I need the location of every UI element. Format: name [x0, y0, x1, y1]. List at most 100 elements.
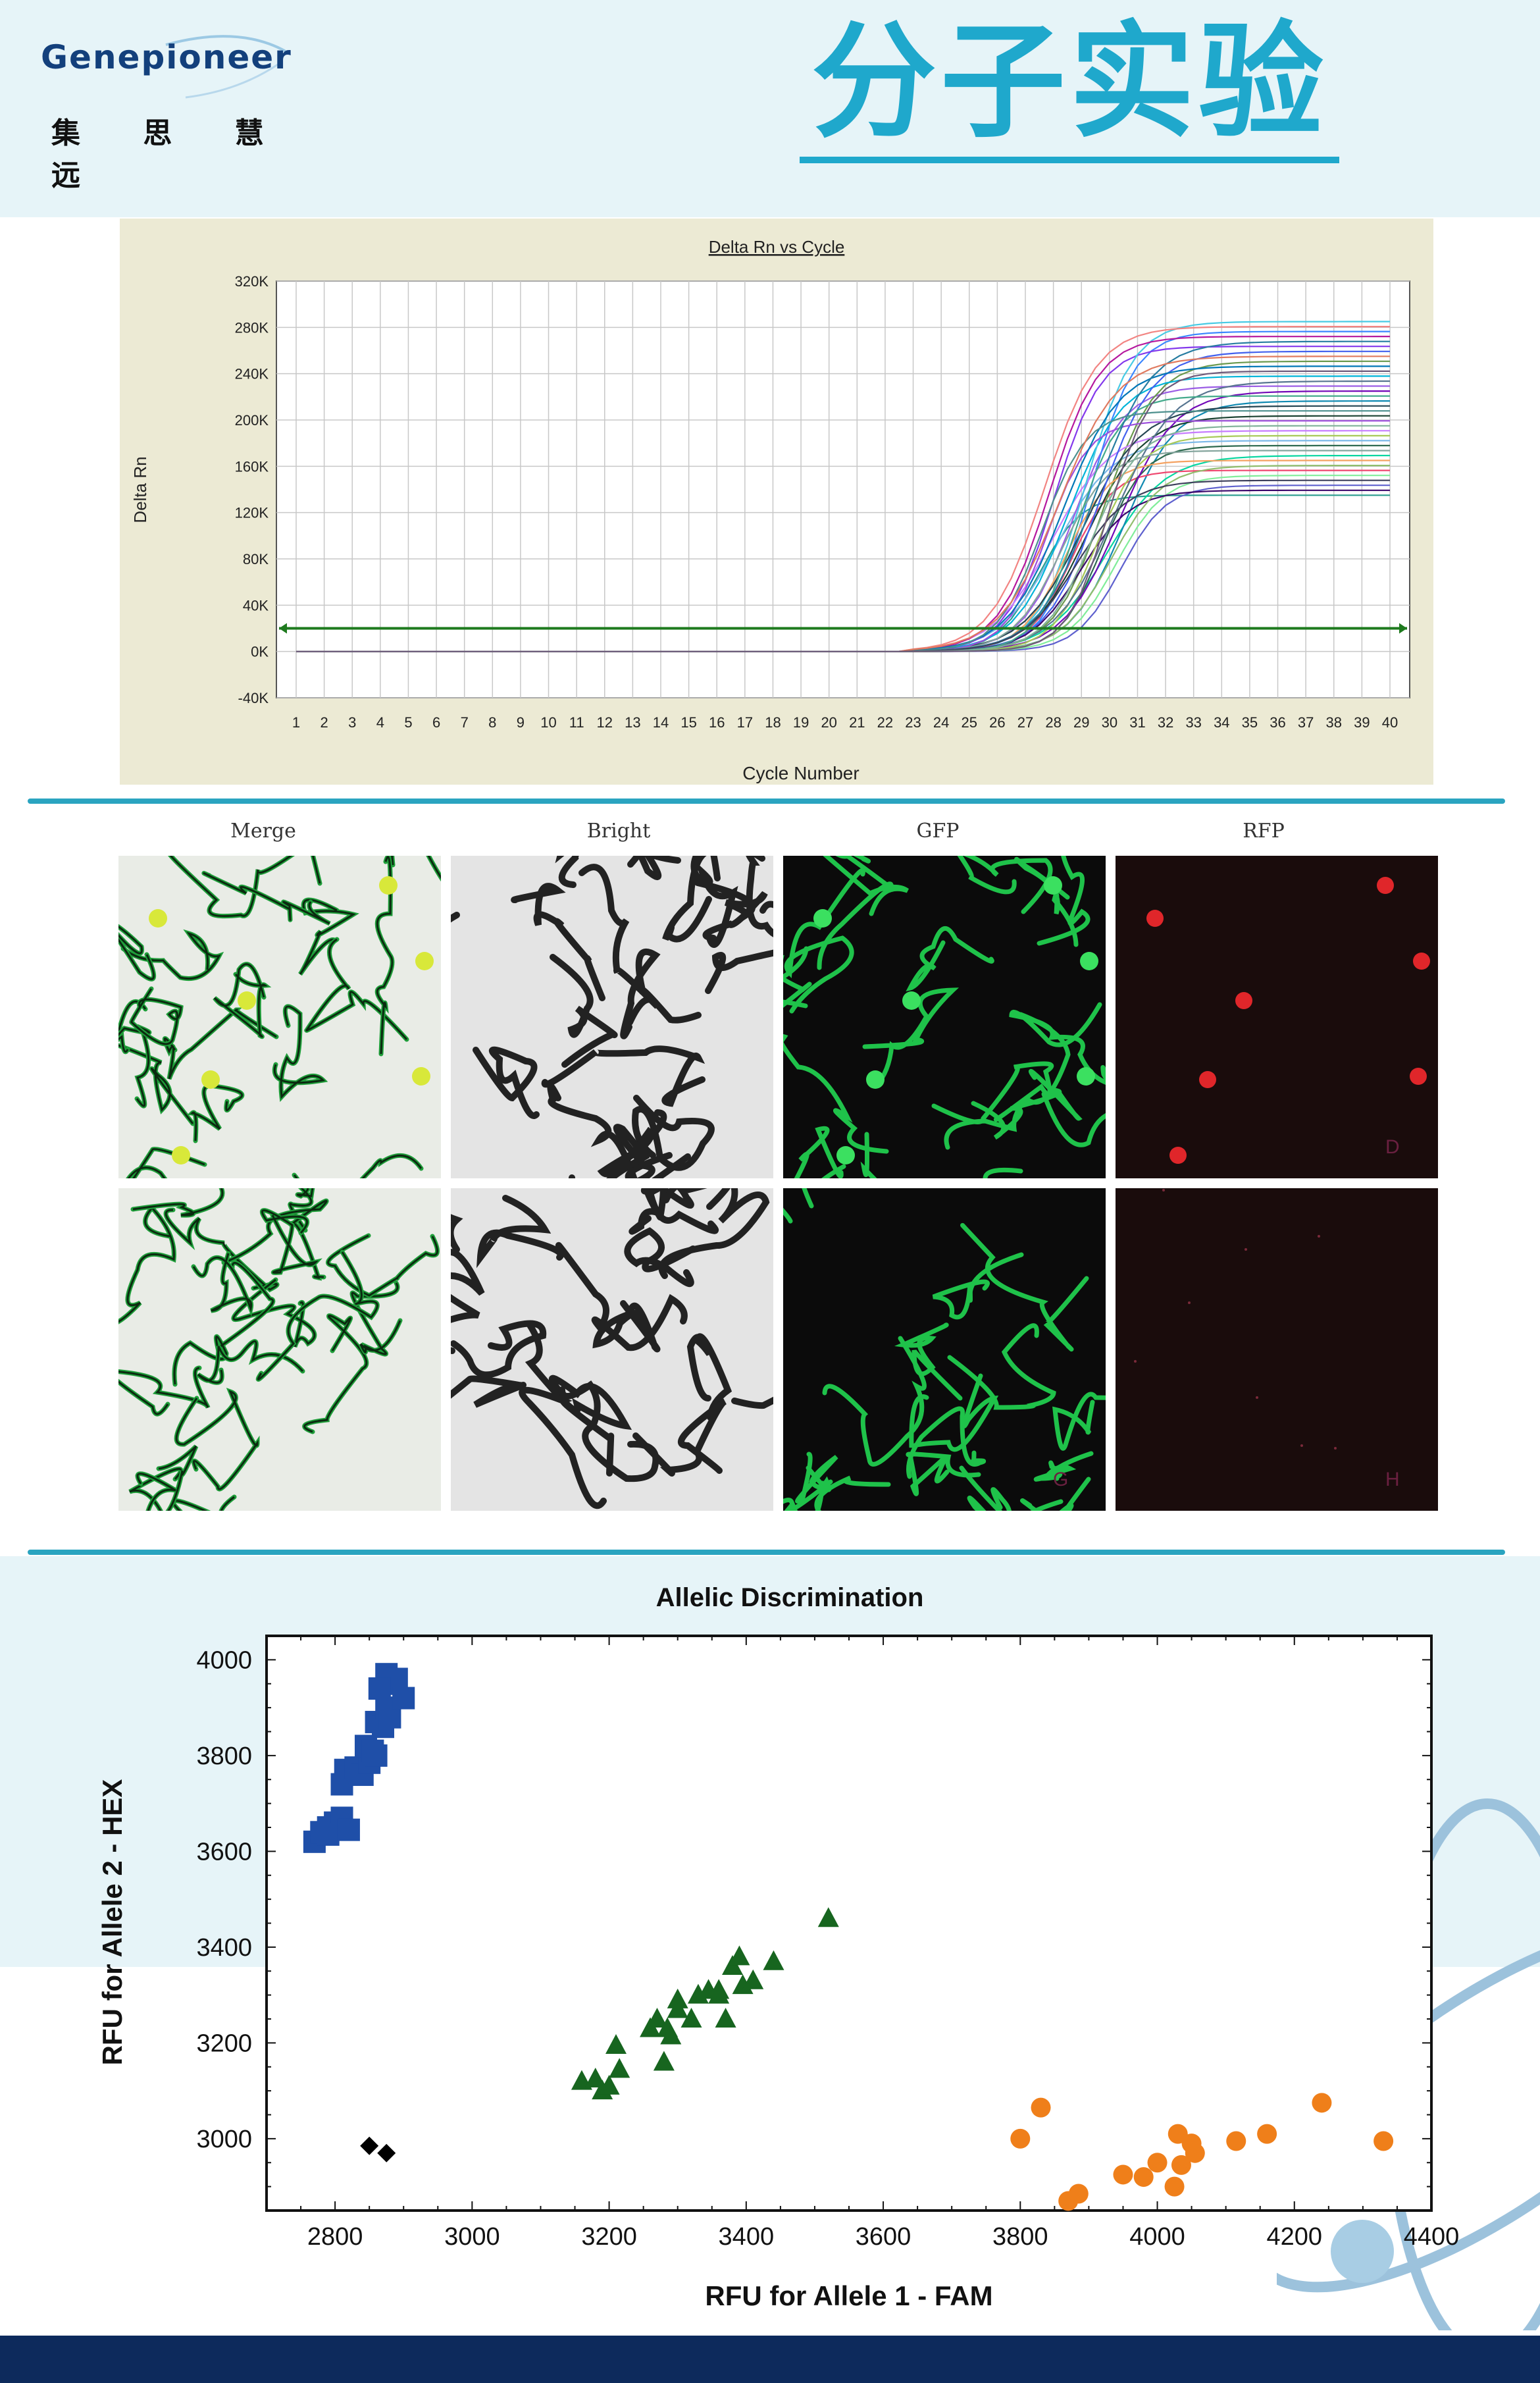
nucleus-dot [1044, 876, 1062, 895]
chart-title: Allelic Discrimination [656, 1583, 924, 1612]
nucleus-dot [415, 952, 434, 970]
data-point [392, 1687, 415, 1710]
cell-wall [555, 1242, 688, 1351]
y-tick-label: 3200 [196, 2029, 252, 2057]
cell-wall [860, 1132, 877, 1178]
cell-wall-shadow [163, 1008, 277, 1080]
y-tick-label: 80K [243, 551, 269, 567]
data-point [729, 1945, 750, 1966]
data-point [1010, 2128, 1031, 2149]
cell-wall [476, 1195, 564, 1269]
x-tick-label: 4 [376, 714, 384, 731]
noise-dot [1334, 1447, 1337, 1450]
cell-wall-shadow [173, 1261, 274, 1385]
cell-wall [525, 1322, 632, 1430]
data-point [584, 2067, 606, 2087]
x-tick-label: 24 [933, 714, 949, 731]
nucleus-dot [1146, 910, 1164, 927]
cell-wall-shadow [261, 1209, 319, 1274]
x-tick-label: 15 [680, 714, 696, 731]
x-tick-label: 3800 [992, 2223, 1048, 2251]
x-tick-label: 30 [1102, 714, 1117, 731]
cell-wall-shadow [118, 1367, 209, 1415]
cell-wall-shadow [303, 1315, 368, 1433]
nucleus-dot [1080, 952, 1098, 970]
cell-wall-shadow [197, 1340, 304, 1384]
cell-wall-shadow [118, 1001, 194, 1124]
nucleus-dot [149, 909, 167, 928]
noise-dot [1245, 1248, 1247, 1251]
x-tick-label: 5 [404, 714, 412, 731]
cell-wall [547, 1083, 691, 1178]
cell-wall [983, 1167, 1023, 1178]
y-tick-label: 120K [235, 505, 269, 521]
cell-wall [814, 1475, 891, 1511]
label-rfp: RFP [1243, 820, 1285, 843]
data-point [1171, 2155, 1191, 2175]
microscopy-image: D [1116, 856, 1438, 1178]
data-point [1168, 2124, 1188, 2144]
logo-tagline: 集 思 慧 远 [51, 117, 290, 192]
data-point [667, 1988, 688, 2008]
cell-wall [862, 987, 960, 1088]
data-point [609, 2058, 630, 2078]
microscopy-image: G [783, 1188, 1106, 1511]
cell-wall [959, 1465, 1012, 1511]
cell-wall [947, 1323, 1056, 1410]
nucleus-dot [1169, 1147, 1187, 1164]
x-tick-label: 29 [1073, 714, 1089, 731]
cell-wall [511, 883, 605, 1001]
cell-wall [1041, 1065, 1106, 1147]
data-point [1113, 2164, 1133, 2185]
cell-wall [705, 949, 773, 994]
label-gfp: GFP [916, 820, 960, 843]
pcr-amplification-chart: 1 2 3 4 5 6 7 8 9 10 11 12 13 14 15 16 17 18 19 20 21 22 23 24 2… [130, 237, 1410, 783]
data-point [1226, 2131, 1246, 2151]
cell-wall-shadow [118, 1206, 175, 1323]
x-tick-label: 4400 [1404, 2223, 1460, 2251]
cell-wall [823, 856, 909, 916]
chart-title: Delta Rn vs Cycle [709, 237, 845, 257]
data-point [1031, 2097, 1051, 2118]
cell-pattern [118, 1188, 441, 1511]
cell-wall [451, 1214, 463, 1253]
cell-wall [632, 1095, 715, 1171]
header-band [0, 0, 1540, 217]
section-divider [28, 1550, 1505, 1555]
cell-wall [592, 1300, 661, 1353]
noise-dot [1134, 1360, 1137, 1363]
cell-wall-shadow [175, 1390, 259, 1490]
cell-wall-shadow [232, 1278, 316, 1348]
cell-wall-shadow [203, 872, 330, 925]
cell-pattern: H [1134, 1189, 1400, 1490]
y-tick-label: 4000 [196, 1646, 252, 1674]
cell-wall [783, 1034, 889, 1154]
x-tick-label: 19 [793, 714, 809, 731]
cell-pattern [451, 856, 773, 1178]
nucleus-dot [412, 1067, 430, 1086]
data-point [605, 2034, 627, 2055]
cell-wall [451, 1320, 547, 1378]
cell-wall [555, 856, 579, 888]
series-square [303, 1663, 415, 1853]
cell-pattern: D [1146, 877, 1430, 1164]
y-tick-label: 320K [235, 273, 269, 290]
cell-wall [746, 856, 773, 937]
microscopy-image [118, 1188, 441, 1511]
nucleus-dot [902, 991, 921, 1010]
data-point [1185, 2143, 1205, 2163]
x-axis-label: Cycle Number [742, 763, 859, 783]
series-triangle [571, 1907, 839, 2100]
x-tick-label: 11 [569, 714, 584, 731]
amplification-curve [296, 370, 1390, 652]
panel-letter: G [1053, 1469, 1068, 1490]
cell-wall [541, 1045, 706, 1107]
cell-wall-shadow [361, 1154, 423, 1178]
x-tick-label: 4000 [1129, 2223, 1185, 2251]
x-tick-label: 22 [877, 714, 893, 731]
data-point [1147, 2153, 1168, 2173]
y-tick-label: 3600 [196, 1838, 252, 1866]
x-tick-label: 39 [1354, 714, 1370, 731]
microscopy-image: H [1116, 1188, 1438, 1511]
nucleus-dot [1077, 1067, 1095, 1086]
